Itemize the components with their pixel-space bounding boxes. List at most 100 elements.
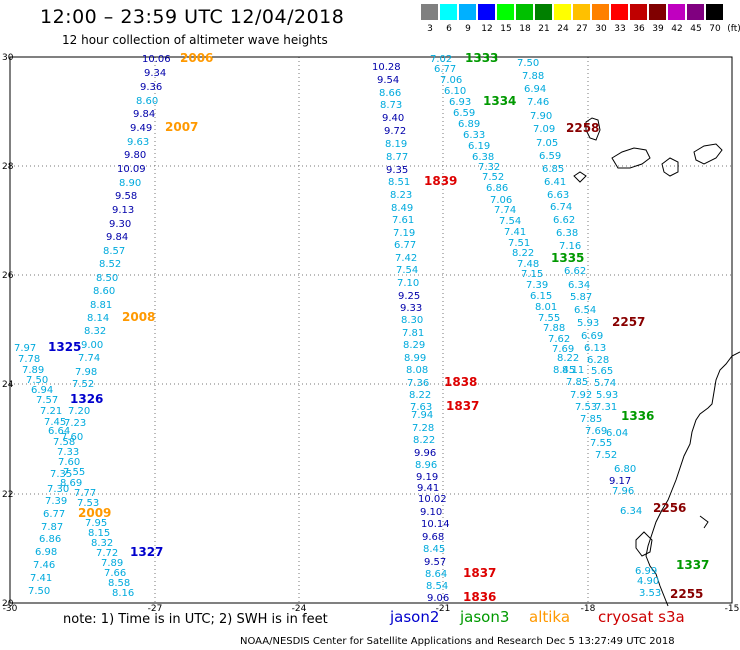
wave-height-value: 7.36: [407, 378, 429, 389]
canary-island-fuerteventura: [693, 143, 723, 165]
wave-height-value: 9.40: [382, 113, 404, 124]
wave-height-value: 6.19: [468, 141, 490, 152]
wave-height-value: 6.94: [31, 385, 53, 396]
colorbar-swatch: [535, 4, 552, 20]
x-tick-label: -21: [436, 604, 451, 614]
wave-height-value: 8.96: [415, 460, 437, 471]
wave-height-value: 7.35: [50, 469, 72, 480]
wave-height-value: 4.90: [637, 576, 659, 587]
wave-height-value: 7.15: [521, 269, 543, 280]
wave-height-value: 7.06: [490, 195, 512, 206]
colorbar-label: 30: [595, 24, 607, 34]
wave-height-value: 6.74: [550, 202, 572, 213]
wave-height-value: 7.31: [595, 402, 617, 413]
wave-height-value: 7.10: [397, 278, 419, 289]
wave-height-value: 8.81: [90, 300, 112, 311]
wave-height-value: 7.32: [478, 162, 500, 173]
x-tick-label: -24: [292, 604, 307, 614]
wave-height-value: 6.54: [574, 305, 596, 316]
coastline: [573, 117, 740, 607]
wave-height-value: 8.19: [385, 139, 407, 150]
wave-height-value: 7.55: [590, 438, 612, 449]
wave-height-value: 8.66: [379, 88, 401, 99]
wave-height-value: 7.57: [36, 395, 58, 406]
wave-height-value: 8.01: [535, 302, 557, 313]
wave-height-value: 8.11: [562, 365, 584, 376]
colorbar-label: (ft): [727, 24, 740, 34]
wave-height-value: 7.85: [580, 414, 602, 425]
pass-time-label: 2258: [566, 121, 599, 135]
wave-height-value: 9.72: [384, 126, 406, 137]
wave-height-value: 6.38: [472, 152, 494, 163]
colorbar-label: 39: [652, 24, 664, 34]
frame-rect: [9, 56, 733, 604]
colorbar-swatch: [611, 4, 628, 20]
wave-height-value: 8.32: [91, 538, 113, 549]
wave-height-value: 6.63: [547, 190, 569, 201]
wave-height-value: 8.45: [553, 365, 575, 376]
wave-height-value: 9.63: [127, 137, 149, 148]
wave-height-value: 7.77: [74, 488, 96, 499]
wave-height-value: 6.34: [568, 280, 590, 291]
colorbar-swatch: [687, 4, 704, 20]
map-frame: [9, 56, 733, 604]
wave-height-value: 8.69: [60, 478, 82, 489]
wave-height-value: 7.78: [18, 354, 40, 365]
page-title: 12:00 – 23:59 UTC 12/04/2018: [40, 6, 345, 28]
wave-height-value: 9.30: [109, 219, 131, 230]
colorbar-label: 36: [633, 24, 645, 34]
wave-height-value: 8.15: [88, 528, 110, 539]
wave-height-value: 9.80: [124, 150, 146, 161]
wave-height-value: 7.88: [522, 71, 544, 82]
pass-time-label: 2009: [78, 506, 111, 520]
colorbar-swatch: [668, 4, 685, 20]
wave-height-value: 8.77: [386, 152, 408, 163]
wave-height-value: 8.49: [391, 203, 413, 214]
wave-height-value: 6.89: [458, 119, 480, 130]
wave-height-value: 6.85: [542, 164, 564, 175]
wave-height-value: 7.54: [499, 216, 521, 227]
wave-height-value: 8.60: [136, 96, 158, 107]
colorbar-label: 9: [465, 24, 471, 34]
colorbar-swatch: [459, 4, 476, 20]
pass-time-label: 2007: [165, 120, 198, 134]
africa-coast-inlet: [635, 531, 653, 557]
footer-note: note: 1) Time is in UTC; 2) SWH is in fe…: [63, 612, 328, 627]
wave-height-value: 7.53: [575, 402, 597, 413]
wave-height-value: 7.39: [45, 496, 67, 507]
wave-height-value: 9.68: [422, 532, 444, 543]
wave-height-value: 7.23: [64, 418, 86, 429]
wave-height-value: 7.66: [104, 568, 126, 579]
wave-height-value: 7.89: [22, 365, 44, 376]
wave-height-value: 7.20: [68, 406, 90, 417]
pass-time-label: 1337: [676, 558, 709, 572]
wave-height-value: 8.22: [557, 353, 579, 364]
wave-height-value: 6.34: [620, 506, 642, 517]
wave-height-value: 10.06: [142, 54, 171, 65]
wave-height-value: 5.93: [577, 318, 599, 329]
wave-height-value: 7.30: [47, 484, 69, 495]
pass-time-label: 1327: [130, 545, 163, 559]
wave-height-value: 7.94: [411, 410, 433, 421]
wave-height-value: 9.13: [112, 205, 134, 216]
wave-height-value: 7.41: [504, 227, 526, 238]
wave-height-value: 10.14: [421, 519, 450, 530]
wave-height-value: 7.42: [395, 253, 417, 264]
wave-height-value: 7.19: [393, 228, 415, 239]
wave-height-value: 7.09: [533, 124, 555, 135]
wave-height-value: 9.35: [386, 165, 408, 176]
x-tick-label: -18: [581, 604, 596, 614]
legend-jason2: jason2: [390, 608, 440, 626]
wave-height-value: 7.28: [412, 423, 434, 434]
wave-height-value: 8.64: [425, 569, 447, 580]
pass-time-label: 1326: [70, 392, 103, 406]
wave-height-value: 9.49: [130, 123, 152, 134]
colorbar-swatch: [592, 4, 609, 20]
x-tick-label: -15: [725, 604, 740, 614]
wave-height-value: 8.32: [84, 326, 106, 337]
pass-time-label: 1333: [465, 51, 498, 65]
pass-time-label: 1838: [444, 375, 477, 389]
wave-height-value: 8.99: [404, 353, 426, 364]
wave-height-value: 9.25: [398, 291, 420, 302]
